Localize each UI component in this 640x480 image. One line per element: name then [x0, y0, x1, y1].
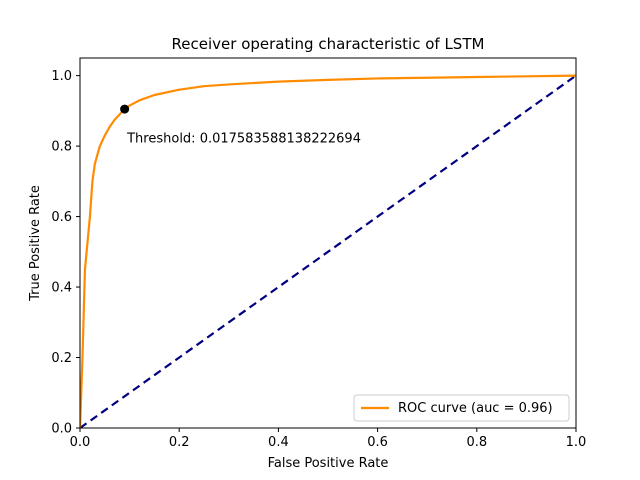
- y-tick-label: 0.0: [51, 422, 72, 437]
- y-tick-label: 0.4: [51, 281, 72, 296]
- legend-box: [353, 394, 570, 422]
- roc-curve-line: [80, 74, 576, 428]
- y-axis: 0.0 0.2 0.4 0.6 0.8 1.0: [51, 69, 80, 437]
- x-axis-label: False Positive Rate: [268, 456, 389, 471]
- x-tick-label: 0.4: [268, 435, 289, 450]
- x-tick-label: 0.2: [169, 435, 190, 450]
- x-tick-label: 0.6: [367, 435, 388, 450]
- plot-area: [80, 74, 576, 428]
- y-tick-label: 0.2: [51, 351, 72, 366]
- x-tick-label: 0.8: [466, 435, 487, 450]
- legend-label-roc-curve: ROC curve (auc = 0.96): [398, 401, 553, 416]
- chart-title: Receiver operating characteristic of LST…: [172, 35, 485, 53]
- legend: ROC curve (auc = 0.96): [353, 394, 570, 422]
- y-tick-label: 0.8: [51, 140, 72, 155]
- x-tick-label: 1.0: [566, 435, 587, 450]
- y-axis-label: True Positive Rate: [28, 185, 43, 302]
- y-tick-label: 0.6: [51, 210, 72, 225]
- y-tick-label: 1.0: [51, 69, 72, 84]
- diagonal-reference-line: [80, 74, 576, 428]
- threshold-annotation: Threshold: 0.017583588138222694: [126, 132, 361, 147]
- axes-frame: [79, 57, 577, 429]
- x-axis: 0.0 0.2 0.4 0.6 0.8 1.0: [70, 428, 587, 450]
- x-tick-label: 0.0: [70, 435, 91, 450]
- threshold-point: [120, 104, 130, 114]
